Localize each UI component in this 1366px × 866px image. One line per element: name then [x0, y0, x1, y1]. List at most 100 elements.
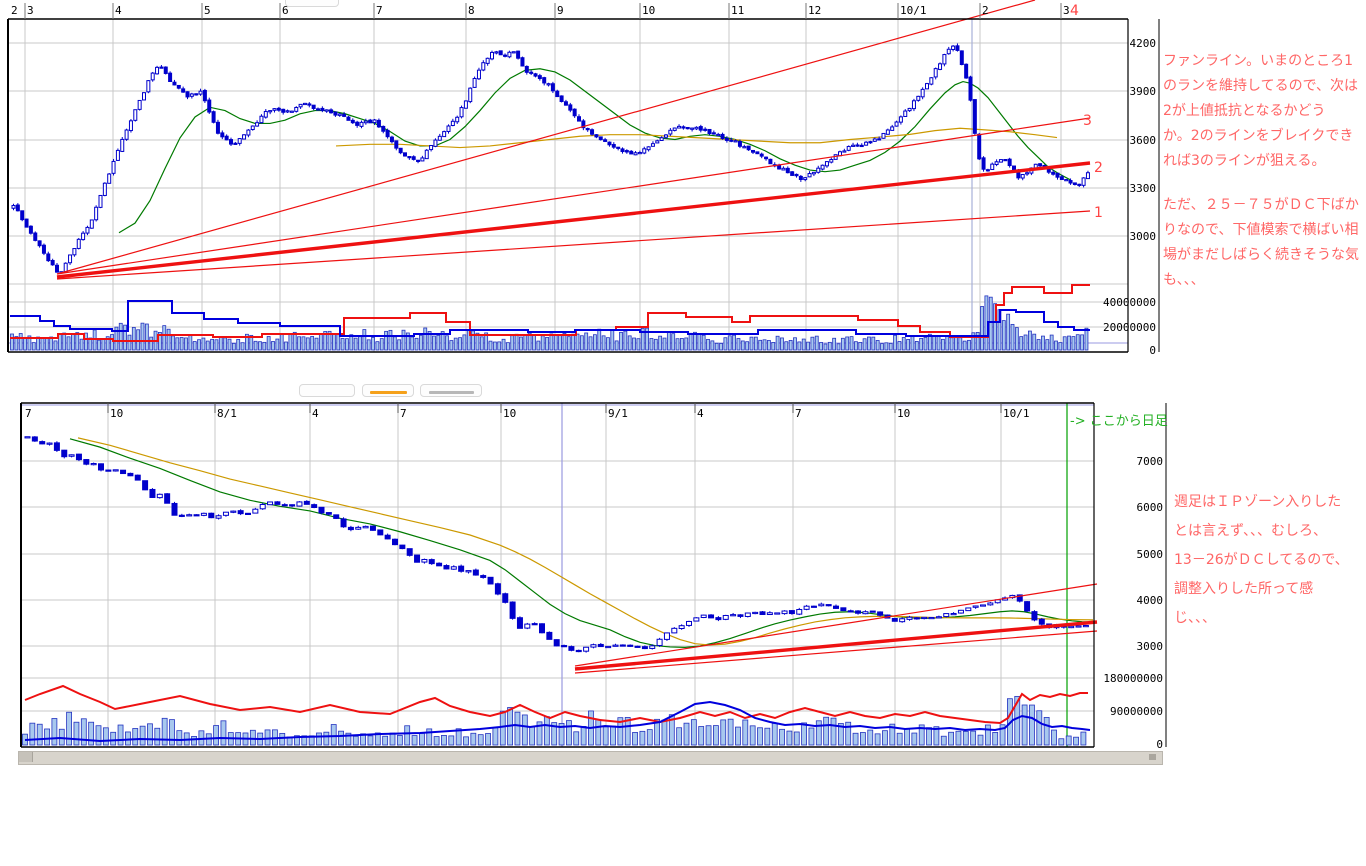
daily-axis-labels: 2 3 4 5 6 7 8 9 10 11 12 10/1 2 342003900360033003000…	[11, 4, 1156, 357]
fan-line-label-3: 3	[1083, 113, 1092, 129]
ma-dc-comment: ただ、２５－７５がＤＣ下ばか りなので、下値模索で横ばい相 場がまだしばらく続き…	[1163, 193, 1359, 293]
fan-line-label-4: 4	[1070, 3, 1079, 19]
svg-text:7: 7	[400, 407, 407, 420]
weekly-chart: 7 10 8/1 4 7 10 9/1 4 7 10 10/1 7000 6000 5000 4000 300…	[20, 402, 1167, 751]
svg-text:8/1: 8/1	[217, 407, 237, 420]
svg-text:10/1: 10/1	[900, 4, 927, 17]
comment-line: ただ、２５－７５がＤＣ下ばか	[1163, 197, 1359, 213]
daily-volume-bars	[10, 295, 1089, 351]
svg-text:12: 12	[808, 4, 821, 17]
svg-text:3600: 3600	[1130, 134, 1157, 147]
fan-line-4	[56, 0, 1036, 275]
svg-text:10: 10	[110, 407, 123, 420]
comment-line: れば3のラインが狙える。	[1163, 153, 1326, 169]
svg-text:7000: 7000	[1137, 455, 1164, 468]
comment-line: のランを維持してるので、次は	[1163, 78, 1359, 94]
ma-13w	[69, 438, 1094, 648]
fan-line-label-1: 1	[1094, 205, 1103, 221]
svg-text:3300: 3300	[1130, 182, 1157, 195]
svg-text:3000: 3000	[1137, 640, 1164, 653]
daily-grid	[8, 19, 1128, 352]
horizontal-scrollbar[interactable]	[18, 751, 1163, 765]
comment-line: じ、、、	[1174, 610, 1216, 626]
margin-sell-line	[10, 284, 1090, 342]
gray-ma-legend-swatch	[429, 391, 474, 394]
daily-candles	[11, 43, 1090, 274]
comment-line: 調整入りした所って感	[1174, 581, 1314, 597]
fan-line-comment: ファンライン。いまのところ1 のランを維持してるので、次は 2が上値抵抗となるか…	[1163, 49, 1358, 174]
svg-text:7: 7	[25, 407, 32, 420]
svg-text:7: 7	[795, 407, 802, 420]
svg-text:7: 7	[376, 4, 383, 17]
turnover-red-line	[24, 684, 1088, 725]
svg-text:4: 4	[697, 407, 704, 420]
weekly-axis-labels: 7 10 8/1 4 7 10 9/1 4 7 10 10/1 7000 6000 5000 4000 300…	[25, 407, 1163, 751]
svg-text:10: 10	[642, 4, 655, 17]
comment-line: 場がまだしばらく続きそうな気	[1163, 247, 1359, 263]
svg-text:3: 3	[27, 4, 34, 17]
turnover-blue-line	[24, 700, 1091, 743]
resistance-line-thin	[574, 583, 1098, 667]
svg-text:3000: 3000	[1130, 230, 1157, 243]
comment-line: も、、、	[1163, 272, 1205, 288]
svg-text:90000000: 90000000	[1110, 705, 1163, 718]
svg-text:9: 9	[557, 4, 564, 17]
orange-ma-legend-swatch	[370, 391, 407, 394]
margin-buy-line	[10, 300, 1090, 337]
comment-line: りなので、下値模索で横ばい相	[1163, 222, 1359, 238]
svg-text:6000: 6000	[1137, 501, 1164, 514]
scrollbar-left-button[interactable]	[19, 752, 33, 762]
comment-line: 2が上値抵抗となるかどう	[1163, 103, 1326, 119]
svg-text:6: 6	[282, 4, 289, 17]
comment-line: とは言えず、、、むしろ、	[1174, 523, 1328, 539]
comment-line: 13－26がＤＣしてるので、	[1174, 552, 1349, 568]
svg-text:9/1: 9/1	[608, 407, 628, 420]
comment-line: ファンライン。いまのところ1	[1163, 53, 1354, 69]
support-line-thick	[574, 620, 1098, 671]
svg-text:0: 0	[1156, 738, 1163, 751]
ma-75	[335, 127, 1058, 149]
weekly-grid	[21, 403, 1094, 747]
ma-26w	[77, 437, 1094, 646]
legend-fragment-2[interactable]	[362, 384, 414, 397]
daily-chart: 2 3 4 5 6 7 8 9 10 11 12 10/1 2 342003900360033003000…	[7, 0, 1160, 357]
weekly-comment: 週足はＩＰゾーン入りした とは言えず、、、むしろ、 13－26がＤＣしてるので、…	[1174, 488, 1349, 633]
fan-line-2	[56, 161, 1091, 279]
weekly-border	[20, 402, 1167, 748]
ma-25	[118, 68, 1071, 234]
fan-line-label-2: 2	[1094, 160, 1103, 176]
support-line-thin	[574, 630, 1098, 674]
svg-text:4: 4	[312, 407, 319, 420]
svg-text:180000000: 180000000	[1103, 672, 1163, 685]
svg-text:20000000: 20000000	[1103, 321, 1156, 334]
legend-fragment-1[interactable]	[299, 384, 355, 397]
daily-start-note: -> ここから日足	[1070, 414, 1168, 429]
svg-text:0: 0	[1149, 344, 1156, 357]
comment-line: か。2のラインをブレイクでき	[1163, 128, 1354, 144]
svg-text:3900: 3900	[1130, 85, 1157, 98]
svg-text:4000: 4000	[1137, 594, 1164, 607]
svg-text:5: 5	[204, 4, 211, 17]
svg-text:40000000: 40000000	[1103, 296, 1156, 309]
weekly-candles	[24, 436, 1089, 653]
legend-fragment-top[interactable]	[285, 0, 339, 7]
svg-text:11: 11	[731, 4, 744, 17]
comment-line: 週足はＩＰゾーン入りした	[1174, 494, 1342, 510]
daily-border	[7, 3, 1160, 353]
svg-text:10: 10	[897, 407, 910, 420]
svg-text:10/1: 10/1	[1003, 407, 1030, 420]
svg-text:2: 2	[11, 4, 18, 17]
fan-line-1	[56, 210, 1091, 280]
svg-text:2: 2	[982, 4, 989, 17]
weekly-volume-bars	[22, 695, 1087, 746]
svg-text:3: 3	[1063, 4, 1070, 17]
svg-text:10: 10	[503, 407, 516, 420]
svg-text:8: 8	[468, 4, 475, 17]
fan-line-3	[56, 117, 1091, 275]
scrollbar-handle[interactable]	[1149, 754, 1156, 760]
svg-text:4200: 4200	[1130, 37, 1157, 50]
svg-text:5000: 5000	[1137, 548, 1164, 561]
legend-fragment-3[interactable]	[420, 384, 482, 397]
